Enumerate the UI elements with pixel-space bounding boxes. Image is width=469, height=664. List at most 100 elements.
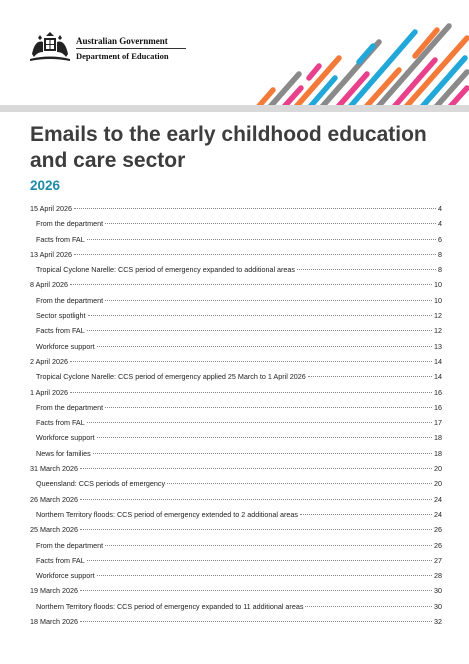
- government-logo: Australian Government Department of Educ…: [28, 30, 186, 70]
- toc-date-entry[interactable]: 2 April 2026 14: [30, 357, 442, 372]
- toc-date-entry[interactable]: 13 April 2026 8: [30, 250, 442, 265]
- toc-section-entry[interactable]: Northern Territory floods: CCS period of…: [30, 602, 442, 617]
- toc-page-number: 14: [434, 356, 442, 366]
- toc-entry-label: 13 April 2026: [30, 249, 72, 259]
- toc-page-number: 16: [434, 402, 442, 412]
- toc-dot-leader: [92, 452, 432, 454]
- toc-page-number: 26: [434, 525, 442, 535]
- toc-dot-leader: [87, 315, 432, 317]
- toc-page-number: 14: [434, 372, 442, 382]
- toc-dot-leader: [69, 391, 432, 393]
- toc-date-entry[interactable]: 26 March 2026 24: [30, 495, 442, 510]
- toc-section-entry[interactable]: Workforce support 28: [30, 571, 442, 586]
- year-heading: 2026: [30, 178, 61, 193]
- government-name: Australian Government: [76, 36, 186, 49]
- toc-section-entry[interactable]: Facts from FAL 17: [30, 418, 442, 433]
- toc-dot-leader: [105, 223, 436, 225]
- toc-page-number: 4: [438, 219, 442, 229]
- toc-section-entry[interactable]: Northern Territory floods: CCS period of…: [30, 510, 442, 525]
- toc-date-entry[interactable]: 8 April 2026 10: [30, 280, 442, 295]
- toc-section-entry[interactable]: News for families 18: [30, 449, 442, 464]
- toc-date-entry[interactable]: 1 April 2026 16: [30, 388, 442, 403]
- toc-section-entry[interactable]: Workforce support 13: [30, 342, 442, 357]
- toc-page-number: 4: [438, 204, 442, 213]
- toc-dot-leader: [167, 483, 432, 485]
- toc-entry-label: Northern Territory floods: CCS period of…: [36, 509, 298, 519]
- toc-entry-label: Workforce support: [36, 341, 95, 351]
- coat-of-arms-icon: [30, 32, 70, 61]
- toc-entry-label: From the department: [36, 402, 104, 412]
- toc-page-number: 13: [434, 341, 442, 351]
- toc-section-entry[interactable]: From the department 4: [30, 219, 442, 234]
- toc-entry-label: News for families: [36, 448, 91, 458]
- toc-page-number: 30: [434, 601, 442, 611]
- toc-dot-leader: [297, 269, 436, 271]
- toc-page-number: 30: [434, 586, 442, 596]
- toc-page-number: 24: [434, 494, 442, 504]
- toc-entry-label: 19 March 2026: [30, 586, 78, 596]
- toc-section-entry[interactable]: Sector spotlight 12: [30, 311, 442, 326]
- toc-entry-label: Northern Territory floods: CCS period of…: [36, 601, 304, 611]
- toc-page-number: 27: [434, 555, 442, 565]
- toc-entry-label: 15 April 2026: [30, 204, 72, 213]
- toc-page-number: 20: [434, 479, 442, 489]
- toc-entry-label: Facts from FAL: [36, 555, 85, 565]
- toc-dot-leader: [69, 360, 432, 362]
- toc-section-entry[interactable]: From the department 16: [30, 403, 442, 418]
- toc-entry-label: Facts from FAL: [36, 234, 85, 244]
- toc-section-entry[interactable]: Facts from FAL 12: [30, 326, 442, 341]
- toc-section-entry[interactable]: From the department 26: [30, 541, 442, 556]
- toc-entry-label: 8 April 2026: [30, 280, 68, 290]
- toc-entry-label: 25 March 2026: [30, 525, 78, 535]
- toc-page-number: 6: [438, 234, 442, 244]
- toc-entry-label: Facts from FAL: [36, 326, 85, 336]
- toc-date-entry[interactable]: 25 March 2026 26: [30, 525, 442, 540]
- toc-section-entry[interactable]: Tropical Cyclone Narelle: CCS period of …: [30, 372, 442, 387]
- page-title: Emails to the early childhood education …: [30, 123, 427, 172]
- toc-date-entry[interactable]: 31 March 2026 20: [30, 464, 442, 479]
- toc-page-number: 16: [434, 387, 442, 397]
- toc-entry-label: 18 March 2026: [30, 617, 78, 627]
- toc-entry-label: Tropical Cyclone Narelle: CCS period of …: [36, 372, 306, 382]
- toc-page-number: 17: [434, 418, 442, 428]
- toc-section-entry[interactable]: Queensland: CCS periods of emergency 20: [30, 479, 442, 494]
- toc-section-entry[interactable]: Workforce support 18: [30, 433, 442, 448]
- toc-dot-leader: [79, 590, 432, 592]
- toc-dot-leader: [79, 498, 432, 500]
- toc-dot-leader: [79, 621, 432, 623]
- toc-dot-leader: [73, 208, 436, 209]
- toc-dot-leader: [96, 345, 432, 347]
- toc-page-number: 12: [434, 326, 442, 336]
- toc-page-number: 12: [434, 311, 442, 321]
- department-name: Department of Education: [76, 51, 169, 61]
- toc-dot-leader: [79, 529, 432, 531]
- toc-section-entry[interactable]: Facts from FAL 27: [30, 556, 442, 571]
- toc-dot-leader: [105, 544, 432, 546]
- toc-dot-leader: [305, 605, 432, 607]
- toc-entry-label: From the department: [36, 540, 104, 550]
- toc-entry-label: From the department: [36, 219, 104, 229]
- toc-page-number: 24: [434, 509, 442, 519]
- toc-dot-leader: [105, 299, 432, 301]
- toc-date-entry[interactable]: 19 March 2026 30: [30, 586, 442, 601]
- toc-entry-label: Tropical Cyclone Narelle: CCS period of …: [36, 265, 296, 275]
- toc-page-number: 20: [434, 464, 442, 474]
- toc-entry-label: Workforce support: [36, 571, 95, 581]
- toc-entry-label: 31 March 2026: [30, 464, 78, 474]
- toc-page-number: 18: [434, 433, 442, 443]
- toc-page-number: 26: [434, 540, 442, 550]
- toc-section-entry[interactable]: Tropical Cyclone Narelle: CCS period of …: [30, 265, 442, 280]
- toc-section-entry[interactable]: Facts from FAL 6: [30, 235, 442, 250]
- decorative-stripes: [256, 23, 469, 110]
- toc-section-entry[interactable]: From the department 10: [30, 296, 442, 311]
- toc-dot-leader: [96, 575, 432, 577]
- toc-entry-label: 1 April 2026: [30, 387, 68, 397]
- toc-dot-leader: [86, 330, 432, 332]
- toc-entry-label: Queensland: CCS periods of emergency: [36, 479, 166, 489]
- toc-entry-label: 2 April 2026: [30, 356, 68, 366]
- toc-entry-label: Sector spotlight: [36, 311, 86, 321]
- toc-date-entry[interactable]: 15 April 2026 4: [30, 204, 442, 219]
- toc-date-entry[interactable]: 18 March 2026 32: [30, 617, 442, 632]
- document-header: Australian Government Department of Educ…: [0, 0, 469, 110]
- toc-page-number: 8: [438, 249, 442, 259]
